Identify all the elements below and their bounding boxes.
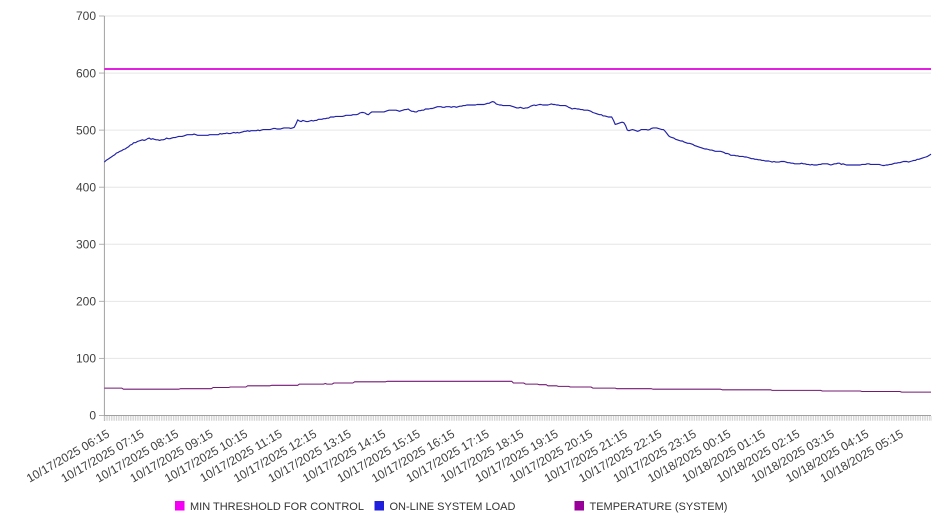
svg-text:MIN THRESHOLD FOR CONTROL: MIN THRESHOLD FOR CONTROL [190, 501, 364, 513]
svg-text:300: 300 [76, 237, 96, 251]
svg-text:400: 400 [76, 180, 96, 194]
svg-text:500: 500 [76, 123, 96, 137]
svg-text:600: 600 [76, 66, 96, 80]
svg-text:100: 100 [76, 352, 96, 366]
svg-text:TEMPERATURE (SYSTEM): TEMPERATURE (SYSTEM) [590, 501, 728, 513]
svg-text:0: 0 [89, 409, 96, 423]
svg-text:700: 700 [76, 9, 96, 23]
svg-text:200: 200 [76, 295, 96, 309]
svg-text:ON-LINE SYSTEM LOAD: ON-LINE SYSTEM LOAD [390, 501, 516, 513]
